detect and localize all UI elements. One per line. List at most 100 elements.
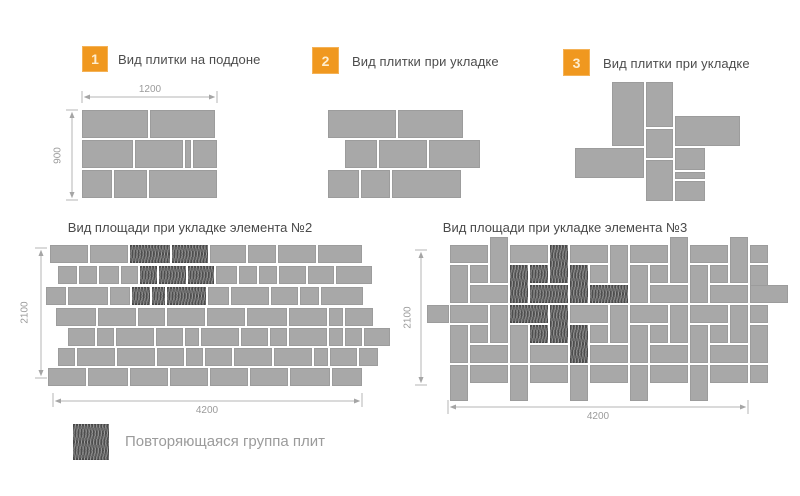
- paver-tile: [427, 305, 449, 323]
- paver-tile: [630, 305, 668, 323]
- paver-tile: [135, 140, 183, 168]
- area2-title: Вид площади при укладке элемента №2: [67, 220, 313, 235]
- paver-tile: [510, 325, 528, 363]
- paver-tile: [130, 368, 168, 386]
- paver-tile: [650, 285, 688, 303]
- paver-tile: [710, 365, 748, 383]
- paver-tile: [750, 325, 768, 363]
- paver-tile: [570, 245, 608, 263]
- paver-tile: [570, 305, 608, 323]
- paver-tile: [470, 325, 488, 343]
- paver-tile: [205, 348, 232, 366]
- paver-tile: [157, 348, 184, 366]
- paver-tile: [321, 287, 363, 305]
- paver-tile: [610, 245, 628, 283]
- paver-tile: [612, 82, 644, 146]
- hatched-paver-tile: [530, 285, 568, 303]
- paver-tile: [314, 348, 328, 366]
- paver-tile: [690, 305, 728, 323]
- dim-pallet-width: 1200: [138, 84, 162, 95]
- paver-tile: [270, 328, 287, 346]
- paver-tile: [450, 305, 488, 323]
- paver-tile: [46, 287, 66, 305]
- paver-tile: [398, 110, 463, 138]
- dim-area2-width: 4200: [195, 405, 219, 416]
- paver-tile: [710, 265, 728, 283]
- paver-tile: [730, 305, 748, 343]
- paver-tile: [97, 328, 114, 346]
- paver-tile: [450, 245, 488, 263]
- paver-tile: [68, 287, 108, 305]
- paver-tile: [116, 328, 154, 346]
- paver-tile: [750, 305, 768, 323]
- step-badge-3: 3: [563, 49, 590, 76]
- paver-tile: [336, 266, 372, 284]
- hatched-paver-tile: [510, 265, 528, 303]
- paver-tile: [510, 365, 528, 401]
- paver-tile: [450, 325, 468, 363]
- paver-tile: [750, 285, 788, 303]
- paver-tile: [630, 245, 668, 263]
- legend-label: Повторяющаяся группа плит: [125, 433, 325, 450]
- hatched-paver-tile: [130, 245, 170, 263]
- hatched-paver-tile: [590, 285, 628, 303]
- hatched-paver-tile: [188, 266, 214, 284]
- paver-tile: [490, 237, 508, 283]
- paver-tile: [193, 140, 217, 168]
- paver-tile: [274, 348, 312, 366]
- paver-tile: [330, 348, 357, 366]
- paver-tile: [650, 325, 668, 343]
- paver-tile: [470, 345, 508, 363]
- hatched-paver-tile: [510, 305, 548, 323]
- paver-tile: [379, 140, 427, 168]
- paver-tile: [570, 365, 588, 401]
- paver-tile: [259, 266, 277, 284]
- paver-tile: [68, 328, 95, 346]
- paver-tile: [750, 365, 768, 383]
- paver-tile: [210, 245, 246, 263]
- step-number-2: 2: [321, 52, 330, 69]
- hatched-paver-tile: [550, 245, 568, 283]
- paver-tile: [646, 129, 673, 158]
- paver-tile: [149, 170, 217, 198]
- paver-tile: [279, 266, 306, 284]
- hatched-paver-tile: [550, 305, 568, 343]
- paver-tile: [98, 308, 136, 326]
- hatched-paver-tile: [167, 287, 206, 305]
- step-label-1: Вид плитки на поддоне: [118, 52, 261, 67]
- paver-tile: [231, 287, 269, 305]
- step-number-1: 1: [91, 51, 99, 67]
- paver-tile: [156, 328, 183, 346]
- paver-tile: [210, 368, 248, 386]
- hatched-paver-tile: [570, 265, 588, 303]
- paver-tile: [332, 368, 362, 386]
- paver-tile: [470, 285, 508, 303]
- paver-tile: [110, 287, 130, 305]
- paver-tile: [290, 368, 330, 386]
- paver-tile: [58, 266, 77, 284]
- paver-tile: [730, 237, 748, 283]
- hatched-paver-tile: [172, 245, 208, 263]
- paver-tile: [77, 348, 115, 366]
- paver-tile: [675, 172, 705, 179]
- paver-tile: [646, 82, 673, 127]
- dim-area3-height: 2100: [402, 306, 414, 329]
- paver-tile: [470, 365, 508, 383]
- hatched-paver-tile: [570, 325, 588, 363]
- paver-tile: [56, 308, 96, 326]
- paver-tile: [675, 181, 705, 201]
- paver-tile: [117, 348, 155, 366]
- paver-tile: [429, 140, 480, 168]
- step-badge-1: 1: [82, 46, 108, 72]
- step-label-2: Вид плитки при укладке: [352, 54, 499, 69]
- paver-tile: [650, 365, 688, 383]
- paver-tile: [208, 287, 229, 305]
- paver-tile: [308, 266, 334, 284]
- paver-tile: [328, 170, 359, 198]
- paver-tile: [278, 245, 316, 263]
- paver-tile: [90, 245, 128, 263]
- paver-tile: [328, 110, 396, 138]
- paver-tile: [247, 308, 287, 326]
- paver-tile: [150, 110, 215, 138]
- hatched-tile-swatch: [73, 424, 109, 460]
